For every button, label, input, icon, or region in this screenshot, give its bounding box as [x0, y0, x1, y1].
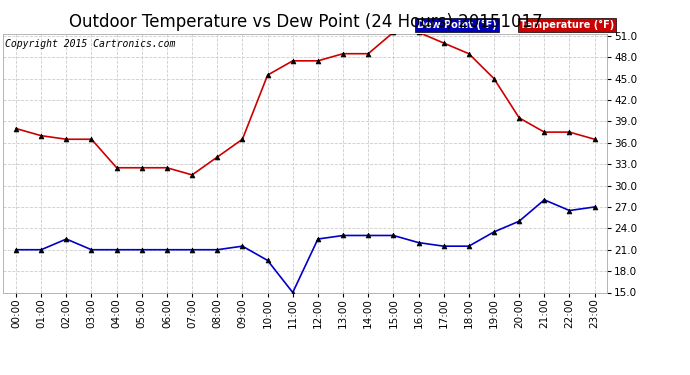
Text: Temperature (°F): Temperature (°F)	[520, 20, 614, 30]
Text: Dew Point (°F): Dew Point (°F)	[417, 20, 497, 30]
Text: Copyright 2015 Cartronics.com: Copyright 2015 Cartronics.com	[5, 39, 175, 49]
Title: Outdoor Temperature vs Dew Point (24 Hours) 20151017: Outdoor Temperature vs Dew Point (24 Hou…	[68, 13, 542, 31]
